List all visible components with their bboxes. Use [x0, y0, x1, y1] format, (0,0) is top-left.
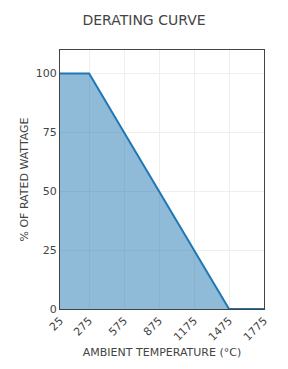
svg-text:% OF RATED WATTAGE: % OF RATED WATTAGE — [18, 117, 31, 241]
svg-text:1475: 1475 — [206, 315, 235, 344]
svg-text:25: 25 — [47, 315, 66, 334]
svg-text:50: 50 — [43, 185, 57, 198]
svg-text:100: 100 — [36, 67, 57, 80]
svg-text:575: 575 — [106, 315, 130, 339]
svg-text:DERATING CURVE: DERATING CURVE — [82, 12, 205, 28]
svg-text:875: 875 — [141, 315, 165, 339]
svg-text:75: 75 — [43, 126, 57, 139]
svg-text:0: 0 — [50, 303, 57, 316]
svg-text:1175: 1175 — [171, 315, 200, 344]
svg-text:AMBIENT TEMPERATURE (°C): AMBIENT TEMPERATURE (°C) — [83, 346, 241, 359]
svg-text:25: 25 — [43, 244, 57, 257]
svg-text:1775: 1775 — [241, 315, 270, 344]
svg-text:275: 275 — [71, 315, 95, 339]
